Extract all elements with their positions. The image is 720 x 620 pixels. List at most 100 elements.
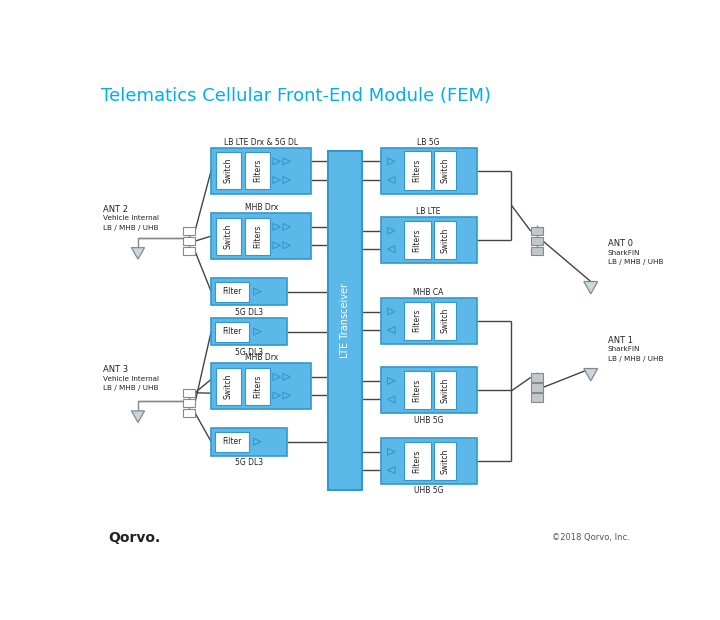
Text: Switch: Switch [441, 158, 450, 184]
Text: Vehicle Internal: Vehicle Internal [102, 215, 158, 221]
Bar [245, 218, 271, 255]
Polygon shape [273, 392, 280, 399]
Polygon shape [283, 242, 290, 249]
Polygon shape [283, 177, 290, 184]
Text: Switch: Switch [441, 228, 450, 252]
Bar [211, 317, 287, 345]
Text: Filters: Filters [413, 159, 422, 182]
Text: Filter: Filter [222, 287, 242, 296]
Text: LB / MHB / UHB: LB / MHB / UHB [608, 259, 663, 265]
Bar [434, 151, 456, 190]
Text: LB 5G: LB 5G [418, 138, 440, 147]
Polygon shape [387, 396, 395, 403]
Bar [404, 441, 431, 480]
Polygon shape [283, 223, 290, 230]
Polygon shape [253, 438, 261, 445]
Bar [404, 221, 431, 259]
Text: Filters: Filters [413, 378, 422, 402]
Text: UHB 5G: UHB 5G [414, 415, 444, 425]
Text: Filters: Filters [413, 309, 422, 332]
Bar [531, 237, 543, 246]
Bar [381, 148, 477, 193]
Text: Switch: Switch [224, 374, 233, 399]
Text: Switch: Switch [224, 158, 233, 184]
Text: Qorvo.: Qorvo. [109, 531, 161, 545]
Text: ©2018 Qorvo, Inc.: ©2018 Qorvo, Inc. [552, 533, 629, 542]
Bar [215, 432, 249, 452]
Bar [434, 221, 456, 259]
Bar [215, 281, 249, 301]
Text: Switch: Switch [224, 223, 233, 249]
Text: Filter: Filter [222, 437, 242, 446]
Bar [404, 371, 431, 409]
Bar [404, 301, 431, 340]
Polygon shape [283, 158, 290, 165]
Bar [404, 151, 431, 190]
Polygon shape [273, 223, 280, 230]
Text: Filters: Filters [253, 224, 262, 248]
Text: LB / MHB / UHB: LB / MHB / UHB [102, 385, 158, 391]
Bar [245, 152, 271, 189]
Text: SharkFIN: SharkFIN [608, 347, 640, 352]
Text: LB LTE Drx & 5G DL: LB LTE Drx & 5G DL [224, 138, 298, 147]
Bar [531, 383, 543, 392]
Text: MHB Drx: MHB Drx [245, 203, 278, 212]
Text: LB / MHB / UHB: LB / MHB / UHB [102, 224, 158, 231]
Polygon shape [387, 308, 395, 315]
Polygon shape [273, 177, 280, 184]
Text: LB / MHB / UHB: LB / MHB / UHB [608, 355, 663, 361]
Polygon shape [387, 177, 395, 184]
Bar [215, 322, 249, 342]
Bar [381, 367, 477, 413]
Bar [531, 393, 543, 402]
Polygon shape [387, 327, 395, 334]
Bar [245, 368, 271, 405]
Polygon shape [132, 411, 145, 422]
Text: UHB 5G: UHB 5G [414, 487, 444, 495]
Text: Switch: Switch [441, 308, 450, 334]
Polygon shape [273, 373, 280, 381]
Bar [216, 218, 241, 255]
Bar [531, 247, 543, 255]
Polygon shape [584, 281, 598, 294]
Bar [531, 227, 543, 236]
Bar [183, 399, 195, 407]
Polygon shape [253, 288, 261, 295]
Bar [434, 371, 456, 409]
Bar [531, 373, 543, 382]
Polygon shape [132, 247, 145, 259]
Text: 5G DL3: 5G DL3 [235, 308, 263, 317]
Bar [211, 213, 311, 259]
Text: LB LTE: LB LTE [416, 207, 441, 216]
Polygon shape [283, 373, 290, 381]
Text: Filters: Filters [413, 450, 422, 472]
Text: ANT 1: ANT 1 [608, 335, 633, 345]
Text: Filter: Filter [222, 327, 242, 336]
Bar [434, 441, 456, 480]
Polygon shape [273, 158, 280, 165]
Text: SharkFIN: SharkFIN [608, 250, 640, 256]
Text: LTE Transceiver: LTE Transceiver [340, 283, 350, 358]
Text: MHB Drx: MHB Drx [245, 353, 278, 362]
Polygon shape [387, 228, 395, 234]
Bar [328, 151, 362, 490]
Bar [381, 217, 477, 263]
Polygon shape [273, 242, 280, 249]
Text: ANT 3: ANT 3 [102, 365, 127, 374]
Text: Switch: Switch [441, 448, 450, 474]
Bar [211, 148, 311, 193]
Bar [183, 227, 195, 236]
Text: Vehicle Internal: Vehicle Internal [102, 376, 158, 381]
Bar [211, 428, 287, 456]
Polygon shape [387, 246, 395, 253]
Polygon shape [283, 392, 290, 399]
Bar [183, 389, 195, 397]
Text: 5G DL3: 5G DL3 [235, 458, 263, 467]
Bar [183, 247, 195, 255]
Text: ANT 0: ANT 0 [608, 239, 633, 248]
Bar [211, 278, 287, 306]
Polygon shape [387, 467, 395, 474]
Bar [183, 409, 195, 417]
Polygon shape [387, 158, 395, 165]
Bar [183, 237, 195, 246]
